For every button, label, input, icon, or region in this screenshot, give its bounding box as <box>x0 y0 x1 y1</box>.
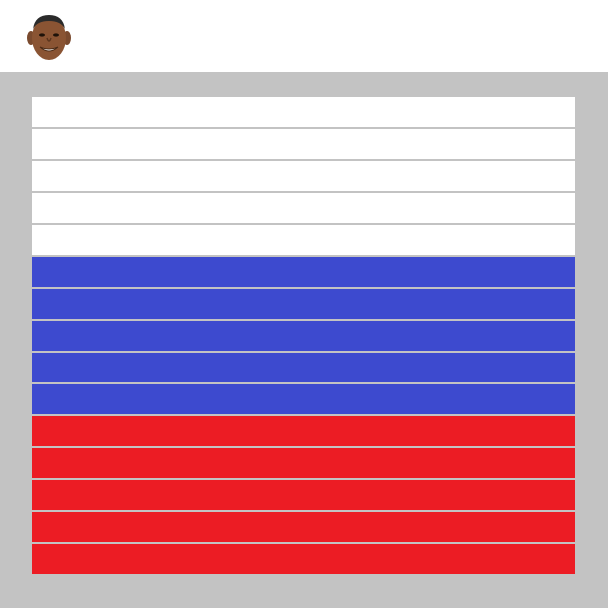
stripe-row-13[interactable] <box>32 480 575 513</box>
stripe-row-7[interactable] <box>32 288 575 321</box>
stripe-row-1[interactable] <box>32 97 575 129</box>
stripe-row-10[interactable] <box>32 384 575 417</box>
stripe-row-6[interactable] <box>32 256 575 289</box>
player-face-avatar-icon <box>27 15 71 60</box>
game-board-area <box>0 72 608 608</box>
stripe-row-5[interactable] <box>32 224 575 257</box>
stripe-row-15[interactable] <box>32 544 575 575</box>
stripe-row-9[interactable] <box>32 352 575 385</box>
stripe-row-3[interactable] <box>32 160 575 193</box>
header-bar <box>0 0 608 72</box>
stripe-board <box>32 97 575 575</box>
stripe-row-14[interactable] <box>32 512 575 545</box>
stripe-row-12[interactable] <box>32 448 575 481</box>
stripe-row-2[interactable] <box>32 128 575 161</box>
stripe-row-11[interactable] <box>32 416 575 449</box>
stripe-row-4[interactable] <box>32 192 575 225</box>
stripe-row-8[interactable] <box>32 320 575 353</box>
